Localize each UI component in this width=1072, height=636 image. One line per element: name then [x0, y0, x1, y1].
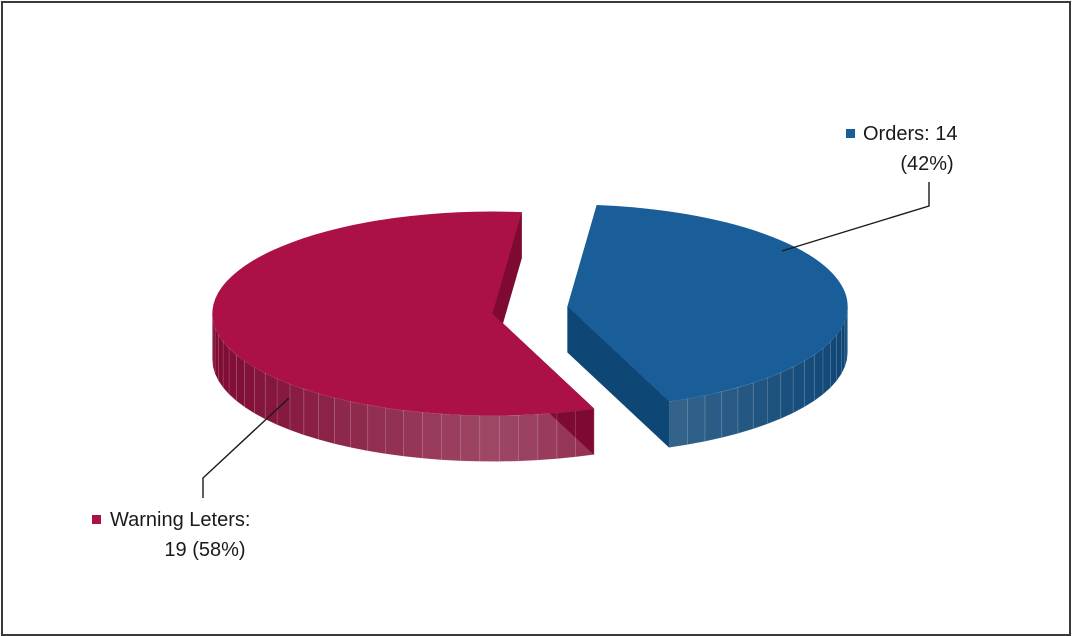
outer-wall-orders-0-15 [687, 395, 706, 446]
outer-wall-warning-leters-0-0 [575, 408, 595, 458]
outer-wall-warning-leters-0-15 [303, 388, 319, 440]
outer-wall-warning-leters-0-16 [289, 383, 305, 436]
legend-marker-warning-leters [92, 515, 101, 524]
label-orders-line2: (42%) [900, 153, 953, 175]
outer-wall-orders-0-11 [752, 377, 768, 430]
outer-wall-orders-0-7 [803, 354, 815, 408]
outer-wall-warning-leters-0-27 [212, 313, 214, 367]
leader-line-warning-leters [202, 397, 290, 498]
outer-wall-warning-leters-0-2 [537, 412, 558, 461]
outer-wall-warning-leters-0-9 [403, 409, 423, 459]
label-warning-leters-line1: Warning Leters: [110, 509, 250, 531]
outer-wall-orders-0-1 [844, 313, 848, 367]
outer-wall-orders-0-14 [704, 391, 723, 442]
outer-wall-orders-0-9 [780, 366, 794, 420]
outer-wall-warning-leters-0-4 [498, 414, 519, 462]
legend-marker-orders [846, 129, 855, 138]
outer-wall-warning-leters-0-11 [367, 404, 386, 455]
outer-wall-orders-0-10 [767, 372, 782, 425]
outer-wall-warning-leters-0-1 [556, 410, 576, 460]
outer-wall-orders-0-16 [668, 398, 688, 448]
outer-wall-orders-0-2 [841, 320, 846, 375]
outer-wall-warning-leters-0-7 [440, 413, 461, 462]
outer-wall-orders-0-8 [792, 360, 805, 414]
outer-wall-warning-leters-0-10 [385, 407, 404, 457]
outer-wall-warning-leters-0-14 [318, 393, 335, 445]
outer-wall-warning-leters-0-12 [350, 401, 369, 452]
outer-wall-warning-leters-0-17 [276, 378, 291, 431]
outer-wall-warning-leters-0-23 [222, 340, 230, 395]
outer-wall-warning-leters-0-22 [228, 347, 237, 402]
outer-wall-warning-leters-0-18 [264, 372, 278, 426]
label-warning-leters-line2: 19 (58%) [164, 539, 245, 561]
slice-orders [567, 205, 848, 402]
outer-wall-warning-leters-0-6 [460, 414, 481, 462]
outer-wall-orders-0-3 [836, 326, 842, 382]
outer-wall-warning-leters-0-25 [214, 327, 219, 381]
outer-wall-orders-0-6 [813, 347, 824, 402]
outer-wall-warning-leters-0-13 [333, 397, 351, 448]
pie-tops [212, 205, 848, 416]
outer-wall-orders-0-13 [721, 387, 739, 439]
outer-wall-orders-0-5 [822, 341, 831, 396]
leader-line-orders [781, 182, 930, 252]
slice-warning-leters [212, 211, 594, 416]
leader-lines [202, 182, 930, 498]
outer-wall-warning-leters-0-19 [254, 366, 266, 420]
outer-wall-warning-leters-0-24 [218, 333, 224, 389]
outer-wall-warning-leters-0-21 [235, 354, 245, 408]
outer-wall-orders-0-12 [737, 382, 754, 434]
outer-wall-orders-0-4 [830, 334, 837, 389]
outer-wall-warning-leters-0-3 [518, 413, 539, 462]
label-orders-line1: Orders: 14 [863, 123, 957, 145]
pie-sides [212, 204, 848, 462]
outer-wall-warning-leters-0-26 [212, 320, 216, 374]
outer-wall-warning-leters-0-5 [479, 415, 500, 462]
outer-wall-warning-leters-0-8 [421, 411, 442, 461]
outer-wall-warning-leters-0-20 [244, 360, 255, 414]
slice-labels: Orders: 14 (42%) Warning Leters: 19 (58%… [92, 123, 957, 561]
